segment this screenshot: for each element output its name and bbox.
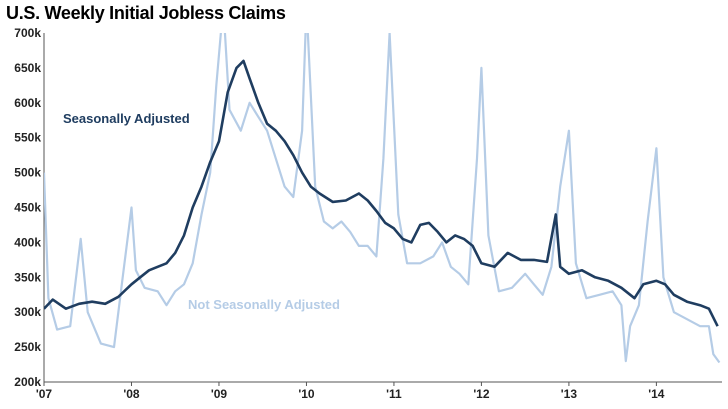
- x-tick-label: '09: [211, 387, 228, 401]
- x-axis-ticks: [43, 382, 657, 386]
- series-line-seasonally-adjusted: [44, 59, 719, 327]
- x-tick-label: '12: [473, 387, 490, 401]
- y-tick-label: 450k: [14, 201, 41, 215]
- series-label-not-seasonally-adjusted: Not Seasonally Adjusted: [188, 297, 340, 312]
- y-tick-label: 550k: [14, 131, 41, 145]
- y-tick-label: 600k: [14, 96, 41, 110]
- x-tick-label: '08: [123, 387, 140, 401]
- y-tick-label: 700k: [14, 26, 41, 40]
- y-tick-label: 350k: [14, 270, 41, 284]
- y-tick-label: 650k: [14, 61, 41, 75]
- x-tick-label: '11: [386, 387, 402, 401]
- x-tick-label: '10: [298, 387, 315, 401]
- y-axis-labels: 200k 250k 300k 350k 400k 450k 500k 550k 600k 650k…: [14, 26, 41, 389]
- x-tick-label: '07: [36, 387, 53, 401]
- y-tick-label: 500k: [14, 166, 41, 180]
- y-tick-label: 400k: [14, 235, 41, 249]
- y-tick-label: 300k: [14, 305, 41, 319]
- chart-title: U.S. Weekly Initial Jobless Claims: [6, 3, 286, 23]
- y-tick-label: 200k: [14, 375, 41, 389]
- plot-area: [44, 33, 721, 364]
- series-label-seasonally-adjusted: Seasonally Adjusted: [63, 111, 190, 126]
- x-tick-label: '14: [648, 387, 665, 401]
- x-axis-labels: '07 '08 '09 '10 '11 '12 '13 '14: [36, 387, 665, 401]
- x-tick-label: '13: [561, 387, 578, 401]
- series-line-not-seasonally-adjusted: [44, 33, 721, 364]
- y-tick-label: 250k: [14, 340, 41, 354]
